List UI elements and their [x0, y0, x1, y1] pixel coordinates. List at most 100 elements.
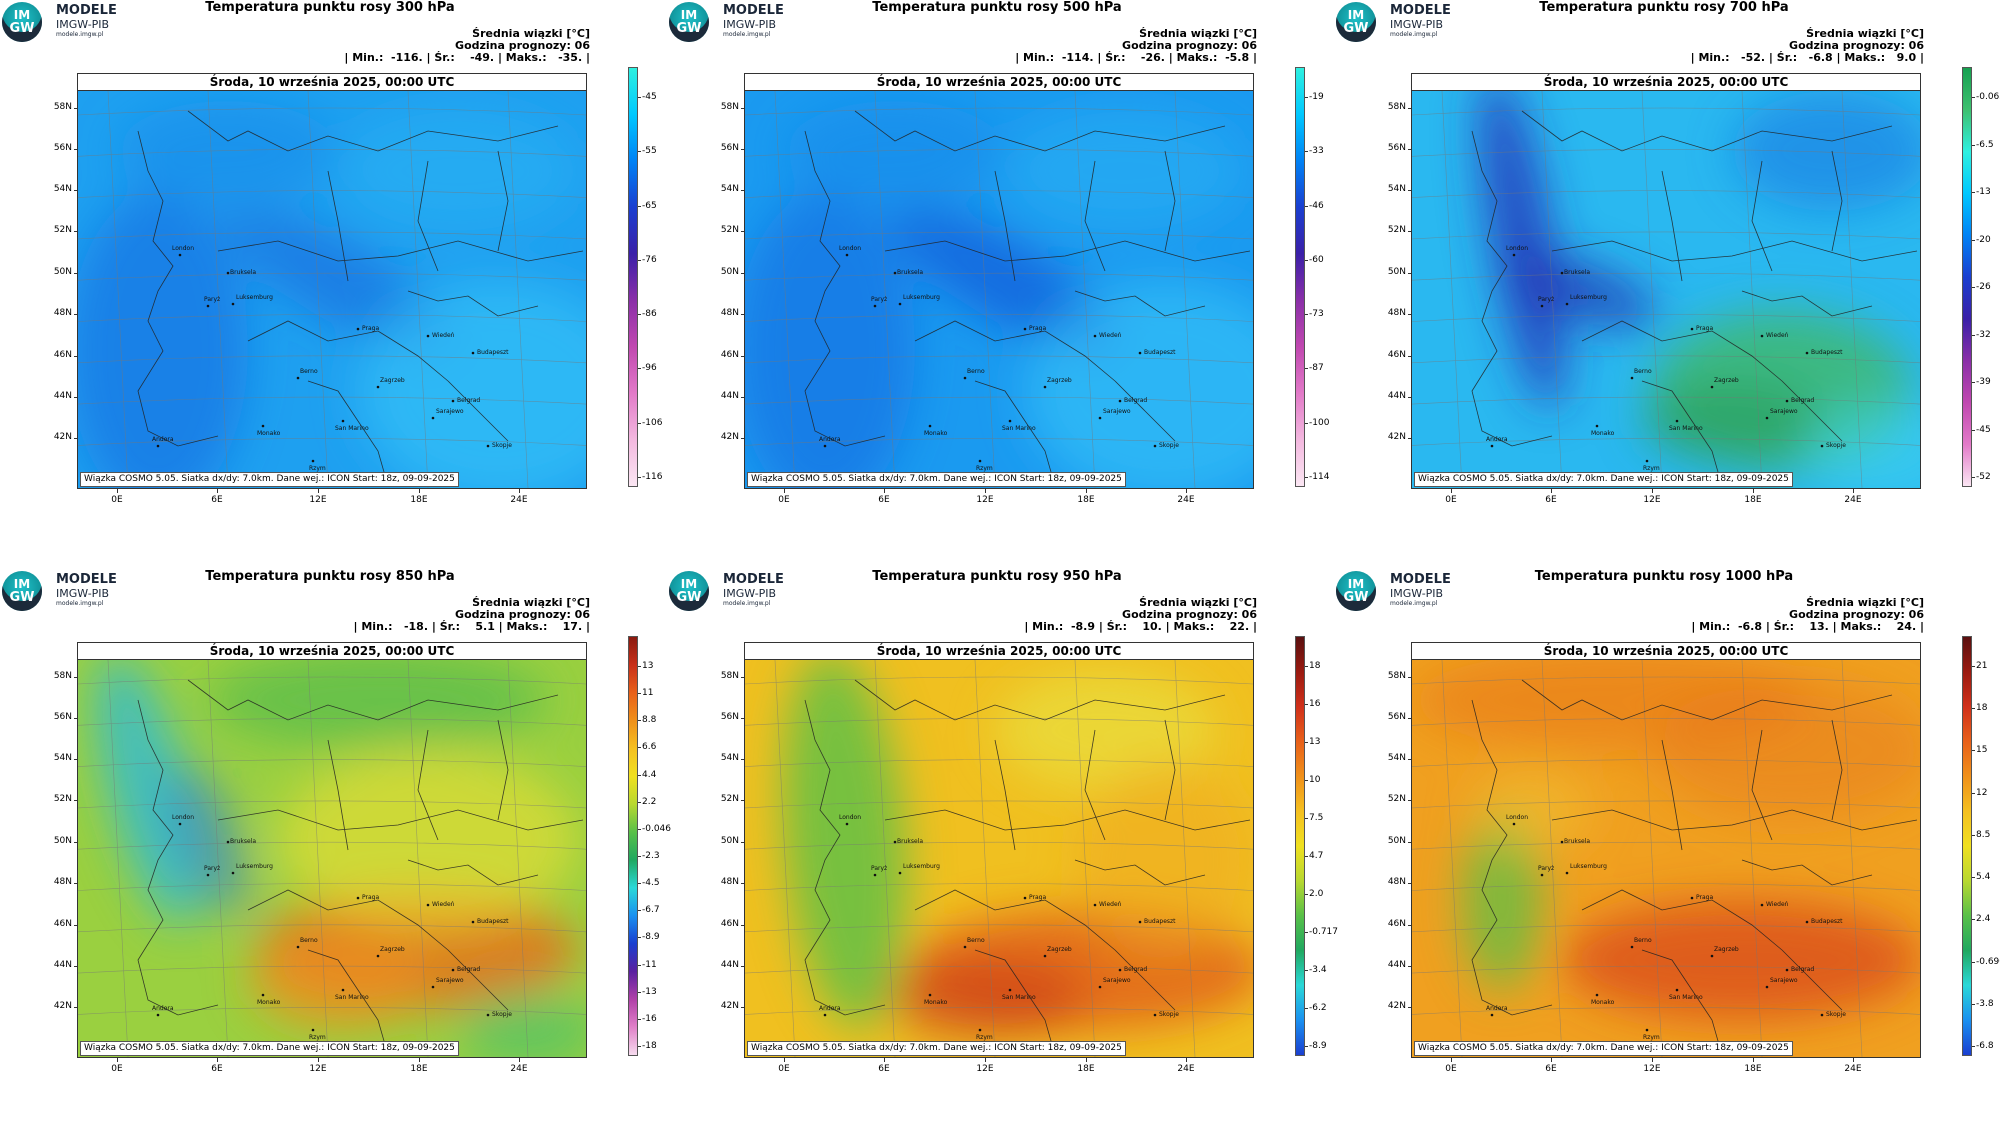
lat-label: 46N: [1387, 350, 1406, 360]
map-frame: Środa, 10 września 2025, 00:00 UTC Londo…: [77, 642, 587, 1058]
colorbar-label: -13: [642, 986, 657, 997]
map-date-header: Środa, 10 września 2025, 00:00 UTC: [1412, 643, 1920, 660]
city-label: Paryż: [204, 865, 221, 872]
lat-label: 46N: [720, 350, 739, 360]
colorbar-gradient: [628, 67, 638, 487]
logo-subtitle: IMGW-PIB: [56, 18, 110, 31]
map-title: Temperatura punktu rosy 1000 hPa: [1534, 569, 1794, 584]
city-label: Praga: [1696, 894, 1714, 901]
city-label: Wiedeń: [432, 901, 455, 908]
dewpoint-field: London Bruksela Luksemburg Paryż Praga Wiedeń…: [78, 91, 586, 488]
lat-label: 46N: [53, 919, 72, 929]
map-frame: Środa, 10 września 2025, 00:00 UTC Londo…: [744, 642, 1254, 1058]
lat-label: 50N: [1387, 836, 1406, 846]
lat-label: 56N: [1387, 712, 1406, 722]
map-title: Temperatura punktu rosy 850 hPa: [205, 569, 455, 584]
lat-label: 48N: [720, 308, 739, 318]
city-label: Skopje: [1826, 442, 1846, 449]
map-stats: Średnia wiązki [°C] Godzina prognozy: 06…: [1024, 596, 1257, 633]
city-label: San Marino: [1669, 425, 1703, 432]
imgw-logo: IM GW MODELE IMGW-PIB modele.imgw.pl: [1336, 2, 1456, 42]
logo-url: modele.imgw.pl: [1390, 600, 1438, 607]
city-label: London: [172, 245, 194, 252]
city-label: Wiedeń: [1766, 901, 1789, 908]
map-panel: IM GW MODELE IMGW-PIB modele.imgw.pl Temp…: [667, 569, 1338, 1137]
city-label: Skopje: [1159, 442, 1179, 449]
lat-label: 44N: [53, 960, 72, 970]
map-title: Temperatura punktu rosy 950 hPa: [872, 569, 1122, 584]
colorbar-label: -6.8: [1976, 1041, 1994, 1051]
lon-label: 18E: [1077, 1064, 1095, 1074]
city-label: Monako: [924, 430, 948, 437]
city-label: Budapeszt: [1811, 918, 1843, 925]
map-stats: Średnia wiązki [°C] Godzina prognozy: 06…: [1015, 27, 1257, 64]
map-date-header: Środa, 10 września 2025, 00:00 UTC: [78, 643, 586, 660]
logo-title: MODELE: [723, 572, 784, 587]
colorbar-label: -2.3: [642, 851, 660, 861]
lon-label: 24E: [1177, 1064, 1195, 1074]
city-label: Sarajewo: [436, 977, 464, 984]
colorbar-label: 7.5: [1309, 813, 1324, 823]
colorbar-label: 2.2: [642, 796, 657, 807]
colorbar-label: 4.7: [1309, 851, 1324, 861]
colorbar-label: -33: [1309, 146, 1324, 157]
imgw-badge-icon: IM GW: [669, 571, 709, 611]
lat-label: 48N: [53, 308, 72, 318]
city-label: Praga: [362, 325, 380, 332]
city-label: Rzym: [1643, 465, 1660, 472]
lat-label: 58N: [53, 671, 72, 681]
colorbar-label: 13: [642, 661, 654, 671]
lat-label: 48N: [53, 877, 72, 887]
lon-label: 6E: [1545, 495, 1557, 505]
city-label: Sarajewo: [1770, 977, 1798, 984]
city-label: Monako: [1591, 999, 1615, 1006]
map-footer: Wiązka COSMO 5.05. Siatka dx/dy: 7.0km. …: [80, 472, 459, 487]
colorbar-label: -76: [642, 254, 657, 265]
colorbar-label: 12: [1976, 787, 1988, 798]
map-frame: Środa, 10 września 2025, 00:00 UTC Londo…: [1411, 642, 1921, 1058]
city-label: Praga: [362, 894, 380, 901]
dewpoint-field: London Bruksela Luksemburg Paryż Praga Wiedeń…: [745, 91, 1253, 488]
colorbar-label: -46: [1309, 200, 1324, 211]
imgw-logo: IM GW MODELE IMGW-PIB modele.imgw.pl: [2, 2, 122, 42]
dewpoint-field: London Bruksela Luksemburg Paryż Praga Wiedeń…: [1412, 91, 1920, 488]
lat-label: 44N: [720, 960, 739, 970]
imgw-logo: IM GW MODELE IMGW-PIB modele.imgw.pl: [1336, 571, 1456, 611]
city-label: Skopje: [1826, 1011, 1846, 1018]
colorbar-label: -86: [642, 309, 657, 320]
city-label: Sarajewo: [436, 408, 464, 415]
colorbar-label: 21: [1976, 661, 1988, 671]
city-label: Skopje: [1159, 1011, 1179, 1018]
lon-label: 18E: [410, 1064, 428, 1074]
map-stats: Średnia wiązki [°C] Godzina prognozy: 06…: [353, 596, 591, 633]
map-footer: Wiązka COSMO 5.05. Siatka dx/dy: 7.0km. …: [1414, 1041, 1793, 1056]
imgw-logo: IM GW MODELE IMGW-PIB modele.imgw.pl: [669, 571, 789, 611]
colorbar-label: -0.065: [1976, 92, 2000, 102]
city-label: Praga: [1696, 325, 1714, 332]
lon-label: 12E: [1643, 1064, 1661, 1074]
city-label: Zagrzeb: [1714, 946, 1739, 953]
city-label: San Marino: [1002, 425, 1036, 432]
imgw-logo: IM GW MODELE IMGW-PIB modele.imgw.pl: [669, 2, 789, 42]
city-label: Sarajewo: [1770, 408, 1798, 415]
imgw-badge-icon: IM GW: [1336, 571, 1376, 611]
colorbar-label: -114: [1309, 472, 1330, 482]
lon-label: 12E: [309, 1064, 327, 1074]
colorbar-label: -3.4: [1309, 965, 1327, 975]
city-label: Bruksela: [1564, 838, 1591, 845]
lon-label: 12E: [1643, 495, 1661, 505]
map-panel: IM GW MODELE IMGW-PIB modele.imgw.pl Temp…: [667, 0, 1333, 568]
city-label: Berno: [1634, 368, 1652, 375]
imgw-logo: IM GW MODELE IMGW-PIB modele.imgw.pl: [2, 571, 122, 611]
city-label: Luksemburg: [903, 294, 940, 301]
lat-label: 58N: [1387, 102, 1406, 112]
logo-url: modele.imgw.pl: [1390, 31, 1438, 38]
lat-label: 58N: [720, 671, 739, 681]
colorbar-label: -18: [642, 1041, 657, 1051]
map-footer: Wiązka COSMO 5.05. Siatka dx/dy: 7.0km. …: [747, 472, 1126, 487]
colorbar-label: 2.0: [1309, 889, 1324, 899]
logo-url: modele.imgw.pl: [56, 600, 104, 607]
colorbar-label: -45: [1976, 424, 1991, 435]
map-footer: Wiązka COSMO 5.05. Siatka dx/dy: 7.0km. …: [80, 1041, 459, 1056]
map-frame: Środa, 10 września 2025, 00:00 UTC Londo…: [744, 73, 1254, 489]
